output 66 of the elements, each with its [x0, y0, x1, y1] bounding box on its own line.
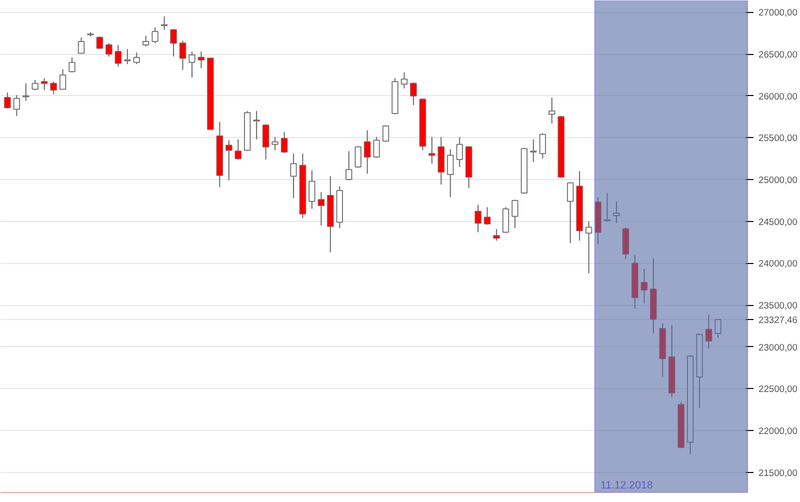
y-tick-label: 24500,00: [758, 216, 798, 227]
candlestick: [705, 314, 712, 350]
candlestick: [234, 138, 242, 160]
candlestick: [59, 68, 66, 90]
candlestick: [290, 153, 297, 198]
candlestick: [262, 124, 270, 160]
candlestick: [4, 92, 11, 109]
candlestick: [114, 44, 122, 68]
candlestick: [96, 36, 104, 50]
candlestick: [512, 199, 518, 229]
candlestick: [364, 130, 371, 174]
y-tick-label: 23500,00: [758, 300, 798, 311]
y-tick-label: 22000,00: [758, 426, 798, 436]
candlestick: [50, 81, 57, 95]
annotation: 11.12.2018: [600, 480, 653, 492]
y-tick-label: 23327,46: [758, 315, 798, 326]
candlestick: [13, 94, 20, 116]
candlestick: [714, 318, 722, 338]
candlestick: [152, 26, 158, 44]
candlestick: [400, 72, 408, 89]
candlestick: [548, 97, 556, 124]
candlestick: [502, 206, 510, 234]
candlestick: [410, 82, 417, 106]
candlestick: [566, 182, 574, 244]
candlestick: [226, 140, 232, 181]
candlestick: [428, 136, 436, 164]
candlestick: [493, 228, 500, 242]
candlestick: [604, 192, 611, 222]
y-tick-label: 25500,00: [758, 133, 798, 144]
candlestick: [280, 131, 288, 154]
candlestick: [308, 170, 316, 210]
y-tick-label: 23000,00: [758, 342, 798, 352]
candlestick: [539, 133, 546, 160]
candlestick: [106, 42, 112, 58]
candlestick: [456, 136, 463, 168]
y-tick-label: 26500,00: [758, 50, 798, 60]
y-tick-label: 25000,00: [758, 175, 798, 186]
y-tick-label: 22500,00: [758, 384, 798, 394]
candlestick: [484, 206, 491, 226]
candlestick: [447, 148, 454, 198]
candlestick: [32, 79, 38, 91]
candlestick: [253, 110, 260, 140]
candlestick: [78, 36, 85, 54]
candlestick: [318, 192, 325, 226]
candlestick: [272, 136, 278, 151]
candlestick: [68, 56, 76, 73]
candlestick: [530, 138, 537, 162]
candlestick: [354, 146, 362, 168]
candlestick: [188, 51, 196, 78]
candlestick: [373, 136, 380, 158]
candlestick: [474, 204, 482, 233]
candlestick: [142, 35, 150, 48]
y-tick-label: 27000,00: [758, 8, 798, 18]
candlestick: [198, 51, 205, 69]
candlestick: [40, 78, 48, 91]
candlestick: [585, 220, 592, 274]
candlestick: [179, 40, 186, 70]
y-tick-label: 21500,00: [758, 468, 798, 478]
y-tick-label: 24000,00: [758, 258, 798, 269]
candlestick: [345, 150, 352, 181]
y-tick-label: 26000,00: [758, 91, 798, 102]
candlestick: [640, 268, 648, 304]
candlestick: [170, 28, 177, 58]
candlestick: [613, 200, 620, 224]
candlestick: [382, 124, 390, 142]
candlestick: [133, 52, 140, 65]
